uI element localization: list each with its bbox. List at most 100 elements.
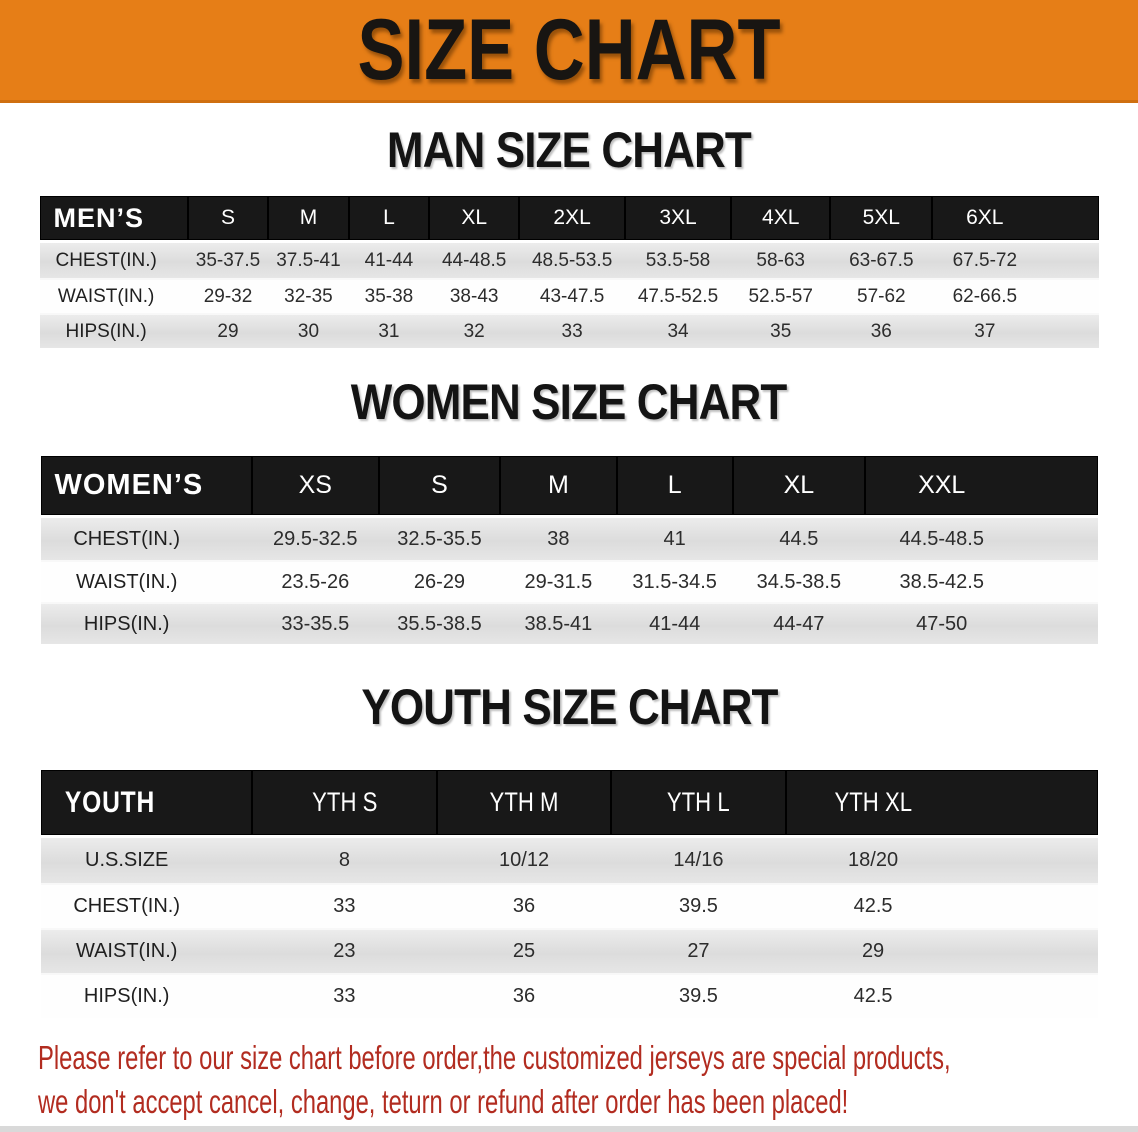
youth-col-header-m: YTH M <box>436 770 612 838</box>
size-cell: 32 <box>429 313 520 348</box>
size-cell: 41-44 <box>348 243 430 278</box>
size-cell: 41-44 <box>616 602 733 644</box>
row-label: WAIST(IN.) <box>39 278 188 313</box>
size-cell: 35-37.5 <box>187 243 269 278</box>
size-cell: 29 <box>187 313 269 348</box>
size-chart-banner: SIZE CHART <box>0 0 1138 103</box>
size-cell: 39.5 <box>611 973 786 1018</box>
women-header-row: WOMEN’S XS S M L XL XXL <box>40 456 1098 518</box>
size-cell: 44-47 <box>732 602 865 644</box>
women-section-heading: WOMEN SIZE CHART <box>351 374 788 430</box>
size-cell: 36 <box>436 883 612 928</box>
men-size-table: MEN’S S M L XL 2XL 3XL 4XL 5XL 6XL CHEST… <box>39 196 1099 348</box>
size-cell: 35 <box>730 313 831 348</box>
size-cell: 33 <box>251 973 437 1018</box>
size-cell: 47-50 <box>864 602 1098 644</box>
women-col-header-m: M <box>500 456 617 518</box>
footer-warning: Please refer to our size chart before or… <box>0 1036 1138 1124</box>
size-cell: 33 <box>251 883 437 928</box>
youth-section-heading: YOUTH SIZE CHART <box>360 679 778 735</box>
women-table-label: WOMEN’S <box>40 456 252 518</box>
size-cell: 37.5-41 <box>268 243 349 278</box>
men-col-header-l: L <box>348 196 430 243</box>
youth-size-table: YOUTH YTH S YTH M YTH L YTH XL U.S.SIZE … <box>40 770 1098 1018</box>
youth-table-label: YOUTH <box>40 770 252 838</box>
row-label: HIPS(IN.) <box>40 602 252 644</box>
men-waist-row: WAIST(IN.) 29-32 32-35 35-38 38-43 43-47… <box>39 278 1099 313</box>
youth-hips-row: HIPS(IN.) 33 36 39.5 42.5 <box>40 973 1098 1018</box>
size-cell: 29.5-32.5 <box>251 518 379 560</box>
size-cell: 43-47.5 <box>519 278 626 313</box>
men-section-heading-wrap: MAN SIZE CHART <box>0 103 1138 196</box>
size-cell: 44.5 <box>732 518 865 560</box>
women-waist-row: WAIST(IN.) 23.5-26 26-29 29-31.5 31.5-34… <box>40 560 1098 602</box>
size-cell: 14/16 <box>611 838 786 883</box>
footer-warning-line-2: we don't accept cancel, change, teturn o… <box>38 1083 849 1120</box>
men-col-header-2xl: 2XL <box>519 196 626 243</box>
youth-chest-row: CHEST(IN.) 33 36 39.5 42.5 <box>40 883 1098 928</box>
size-cell: 29-31.5 <box>500 560 617 602</box>
size-cell: 67.5-72 <box>932 243 1099 278</box>
size-cell: 38.5-42.5 <box>864 560 1098 602</box>
size-cell: 57-62 <box>830 278 933 313</box>
youth-section-heading-wrap: YOUTH SIZE CHART <box>0 644 1138 770</box>
men-section-heading: MAN SIZE CHART <box>386 121 752 178</box>
size-cell: 26-29 <box>378 560 501 602</box>
youth-col-header-s: YTH S <box>251 770 437 838</box>
men-table-label: MEN’S <box>39 196 188 243</box>
men-col-header-4xl: 4XL <box>730 196 831 243</box>
men-col-header-xl: XL <box>429 196 520 243</box>
size-cell: 27 <box>611 928 786 973</box>
size-cell: 37 <box>932 313 1099 348</box>
size-cell: 42.5 <box>785 883 1098 928</box>
youth-waist-row: WAIST(IN.) 23 25 27 29 <box>40 928 1098 973</box>
banner-title: SIZE CHART <box>357 2 781 98</box>
men-col-header-m: M <box>268 196 349 243</box>
women-hips-row: HIPS(IN.) 33-35.5 35.5-38.5 38.5-41 41-4… <box>40 602 1098 644</box>
size-cell: 29-32 <box>187 278 269 313</box>
men-chest-row: CHEST(IN.) 35-37.5 37.5-41 41-44 44-48.5… <box>39 243 1099 278</box>
size-cell: 39.5 <box>611 883 786 928</box>
row-label: HIPS(IN.) <box>40 973 252 1018</box>
size-cell: 48.5-53.5 <box>519 243 626 278</box>
size-cell: 53.5-58 <box>625 243 731 278</box>
size-cell: 52.5-57 <box>730 278 831 313</box>
footer-warning-line-1: Please refer to our size chart before or… <box>38 1039 951 1076</box>
size-cell: 31 <box>348 313 430 348</box>
women-col-header-l: L <box>616 456 733 518</box>
size-cell: 36 <box>830 313 933 348</box>
youth-ussize-row: U.S.SIZE 8 10/12 14/16 18/20 <box>40 838 1098 883</box>
size-cell: 36 <box>436 973 612 1018</box>
size-cell: 33 <box>519 313 626 348</box>
size-cell: 62-66.5 <box>932 278 1099 313</box>
women-col-header-s: S <box>378 456 501 518</box>
size-cell: 41 <box>616 518 733 560</box>
row-label: HIPS(IN.) <box>39 313 188 348</box>
size-cell: 42.5 <box>785 973 1098 1018</box>
size-cell: 44.5-48.5 <box>864 518 1098 560</box>
youth-col-header-l: YTH L <box>611 770 786 838</box>
size-cell: 32.5-35.5 <box>378 518 501 560</box>
size-cell: 38 <box>500 518 617 560</box>
size-cell: 38-43 <box>429 278 520 313</box>
size-cell: 18/20 <box>785 838 1098 883</box>
size-cell: 31.5-34.5 <box>616 560 733 602</box>
size-cell: 44-48.5 <box>429 243 520 278</box>
size-cell: 63-67.5 <box>830 243 933 278</box>
women-col-header-xxl: XXL <box>864 456 1098 518</box>
row-label: CHEST(IN.) <box>40 518 252 560</box>
men-col-header-s: S <box>187 196 269 243</box>
row-label: WAIST(IN.) <box>40 928 252 973</box>
women-col-header-xl: XL <box>732 456 865 518</box>
size-cell: 25 <box>436 928 612 973</box>
size-cell: 33-35.5 <box>251 602 379 644</box>
men-col-header-5xl: 5XL <box>830 196 933 243</box>
men-hips-row: HIPS(IN.) 29 30 31 32 33 34 35 36 37 <box>39 313 1099 348</box>
size-cell: 10/12 <box>436 838 612 883</box>
size-cell: 58-63 <box>730 243 831 278</box>
size-cell: 47.5-52.5 <box>625 278 731 313</box>
row-label: U.S.SIZE <box>40 838 252 883</box>
bottom-edge-strip <box>0 1126 1138 1132</box>
size-cell: 30 <box>268 313 349 348</box>
size-cell: 38.5-41 <box>500 602 617 644</box>
